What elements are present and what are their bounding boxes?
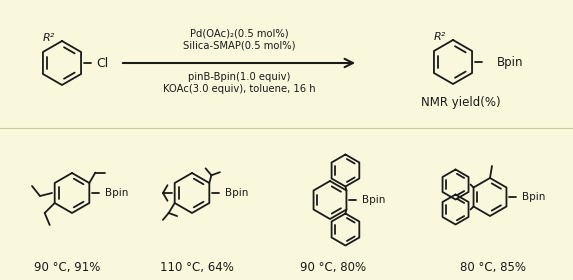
Text: 110 °C, 64%: 110 °C, 64% <box>160 262 234 274</box>
Text: Bpin: Bpin <box>523 192 545 202</box>
Text: Bpin: Bpin <box>497 55 524 69</box>
Text: Pd(OAc)₂(0.5 mol%): Pd(OAc)₂(0.5 mol%) <box>190 28 288 38</box>
Text: KOAc(3.0 equiv), toluene, 16 h: KOAc(3.0 equiv), toluene, 16 h <box>163 84 315 94</box>
Text: 80 °C, 85%: 80 °C, 85% <box>460 262 526 274</box>
Text: Cl: Cl <box>96 57 108 69</box>
Text: pinB-Bpin(1.0 equiv): pinB-Bpin(1.0 equiv) <box>188 72 290 82</box>
Text: NMR yield(%): NMR yield(%) <box>421 95 501 109</box>
Text: Bpin: Bpin <box>225 188 249 198</box>
Text: 90 °C, 91%: 90 °C, 91% <box>34 262 100 274</box>
Text: 90 °C, 80%: 90 °C, 80% <box>300 262 366 274</box>
Text: Bpin: Bpin <box>105 188 129 198</box>
Text: Silica-SMAP(0.5 mol%): Silica-SMAP(0.5 mol%) <box>183 40 295 50</box>
Text: R²: R² <box>43 33 55 43</box>
Text: R²: R² <box>434 32 446 42</box>
Text: Bpin: Bpin <box>362 195 386 205</box>
